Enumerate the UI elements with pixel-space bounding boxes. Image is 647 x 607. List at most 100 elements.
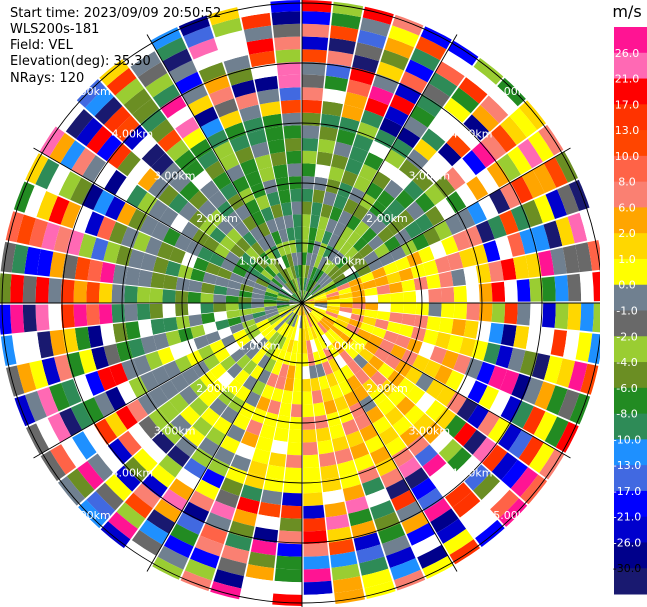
velocity-gate — [146, 509, 176, 534]
velocity-gate — [336, 282, 351, 291]
velocity-gate — [379, 426, 399, 446]
velocity-gate — [265, 287, 279, 296]
velocity-gate — [302, 299, 315, 303]
velocity-gate — [268, 331, 280, 345]
velocity-gate — [193, 335, 210, 350]
velocity-gate — [137, 62, 168, 88]
velocity-gate — [359, 556, 389, 576]
velocity-gate — [78, 233, 97, 259]
velocity-gate — [451, 87, 480, 114]
velocity-gate — [314, 295, 327, 301]
velocity-gate — [295, 353, 302, 367]
velocity-gate — [406, 385, 426, 405]
velocity-gate — [162, 303, 176, 318]
velocity-gate — [280, 288, 292, 297]
velocity-gate — [377, 362, 395, 379]
velocity-gate — [490, 124, 517, 153]
velocity-gate — [310, 326, 318, 340]
velocity-gate — [245, 345, 260, 360]
velocity-gate — [213, 416, 233, 435]
velocity-gate — [466, 176, 489, 201]
velocity-gate — [41, 357, 61, 386]
velocity-gate — [140, 335, 158, 354]
velocity-gate — [333, 141, 352, 158]
velocity-gate — [291, 252, 298, 266]
velocity-gate — [294, 366, 302, 380]
velocity-gate — [339, 332, 354, 346]
velocity-gate — [310, 339, 318, 353]
velocity-gate — [353, 532, 381, 551]
velocity-gate — [362, 476, 385, 496]
velocity-gate — [458, 248, 476, 268]
velocity-gate — [22, 304, 37, 333]
azimuth-spoke — [301, 147, 571, 304]
velocity-gate — [181, 83, 208, 106]
velocity-gate — [365, 303, 379, 311]
velocity-gate — [376, 284, 391, 295]
velocity-gate — [317, 138, 336, 154]
velocity-gate — [302, 391, 313, 405]
velocity-gate — [103, 106, 131, 134]
velocity-gate — [260, 269, 274, 281]
velocity-gate — [289, 416, 302, 430]
velocity-gate — [87, 453, 114, 482]
velocity-gate — [150, 318, 166, 335]
velocity-gate — [0, 402, 13, 438]
velocity-gate — [386, 199, 406, 218]
velocity-gate — [99, 521, 131, 550]
velocity-gate — [126, 184, 148, 208]
velocity-gate — [209, 252, 225, 267]
velocity-gate — [513, 255, 530, 280]
velocity-gate — [217, 218, 234, 236]
velocity-gate — [307, 327, 314, 341]
velocity-gate — [488, 36, 522, 66]
velocity-gate — [467, 404, 489, 429]
colorbar-cell — [614, 439, 647, 466]
velocity-gate — [188, 314, 203, 327]
velocity-gate — [546, 385, 568, 415]
velocity-gate — [0, 273, 12, 303]
velocity-gate — [455, 207, 476, 230]
velocity-gate — [290, 404, 302, 418]
velocity-gate — [314, 297, 328, 302]
velocity-gate — [126, 399, 148, 423]
velocity-gate — [312, 189, 325, 204]
velocity-gate — [325, 287, 339, 295]
velocity-gate — [35, 158, 60, 190]
velocity-gate — [225, 465, 248, 485]
range-ring-label: 3.00km — [409, 170, 451, 183]
velocity-gate — [302, 87, 324, 101]
velocity-gate — [271, 387, 284, 403]
velocity-gate — [37, 387, 59, 417]
velocity-gate — [274, 568, 302, 583]
velocity-gate — [497, 153, 521, 182]
velocity-gate — [16, 362, 37, 394]
velocity-gate — [349, 340, 364, 354]
velocity-gate — [314, 304, 328, 309]
velocity-gate — [399, 425, 421, 447]
velocity-gate — [96, 216, 116, 241]
velocity-gate — [426, 316, 441, 332]
colorbar-cell — [614, 78, 647, 105]
velocity-gate — [395, 189, 415, 209]
velocity-gate — [349, 146, 369, 164]
velocity-gate — [302, 49, 327, 63]
velocity-gate — [499, 369, 520, 395]
range-rings — [0, 0, 600, 607]
velocity-gate — [413, 314, 429, 329]
velocity-gate — [374, 511, 401, 532]
velocity-gate — [108, 18, 142, 47]
velocity-gate — [327, 233, 340, 248]
velocity-gate — [567, 212, 588, 244]
velocity-gate — [139, 215, 159, 236]
velocity-gate — [406, 149, 429, 171]
velocity-gate — [331, 435, 350, 452]
velocity-gate — [403, 180, 424, 201]
colorbar-tick-label: -13.0 — [613, 459, 641, 472]
velocity-gate — [189, 490, 215, 512]
range-ring-label: 1.00km — [324, 255, 366, 268]
velocity-gate — [123, 88, 152, 115]
velocity-gate — [353, 354, 368, 369]
velocity-gate — [36, 491, 67, 524]
velocity-gate — [314, 337, 323, 352]
